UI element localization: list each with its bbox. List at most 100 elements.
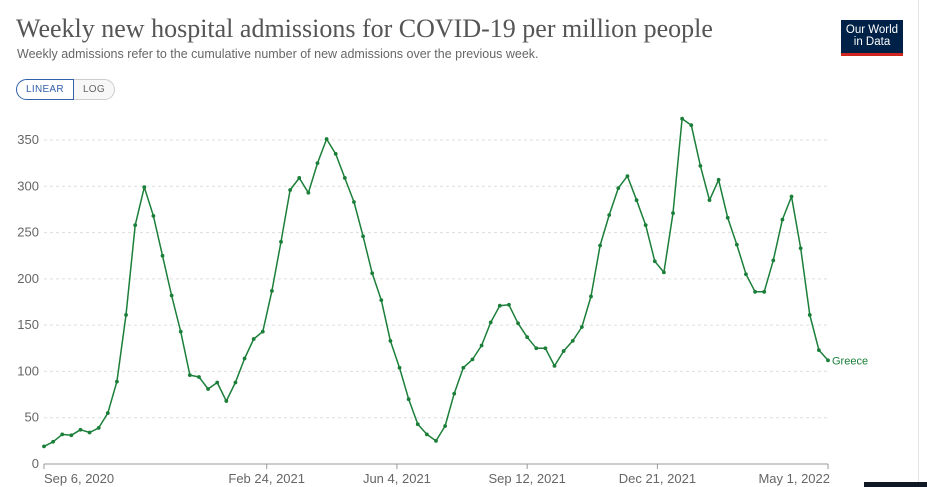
data-point — [142, 185, 147, 190]
data-point — [370, 271, 375, 276]
y-tick-label: 350 — [17, 132, 39, 147]
data-point — [443, 424, 448, 428]
data-point — [452, 391, 457, 396]
data-point — [96, 425, 101, 430]
x-tick-label: Sep 12, 2021 — [488, 471, 565, 486]
data-point — [507, 302, 511, 307]
data-point — [798, 246, 803, 251]
data-point — [461, 365, 466, 370]
x-tick-label: Sep 6, 2020 — [44, 471, 114, 486]
owid-logo[interactable]: Our World in Data — [841, 20, 903, 56]
data-point — [288, 188, 293, 192]
data-point — [689, 123, 694, 128]
linear-scale-button[interactable]: LINEAR — [16, 79, 74, 100]
data-point — [734, 242, 739, 247]
data-point — [279, 239, 283, 244]
data-point — [133, 223, 138, 228]
data-point — [397, 365, 402, 370]
data-point — [352, 200, 356, 204]
logo-line-1: Our World — [845, 24, 899, 36]
series-label-greece: Greece — [832, 355, 868, 367]
data-point — [716, 177, 721, 182]
data-point — [388, 338, 393, 343]
data-point — [60, 432, 65, 437]
data-point — [643, 223, 648, 228]
data-point — [115, 379, 119, 384]
data-point — [671, 211, 675, 216]
data-point — [616, 186, 621, 191]
data-point — [160, 253, 165, 258]
data-point — [479, 343, 484, 348]
data-point — [826, 358, 830, 363]
data-point — [324, 137, 329, 141]
data-point — [434, 438, 438, 443]
data-point — [333, 151, 338, 156]
data-point — [488, 320, 493, 325]
data-point — [78, 427, 83, 432]
y-tick-label: 300 — [17, 178, 39, 193]
data-point — [87, 430, 92, 435]
data-point — [187, 373, 192, 378]
y-tick-label: 100 — [17, 363, 39, 378]
data-point — [178, 329, 183, 334]
x-tick-label: Dec 21, 2021 — [619, 471, 696, 486]
data-point — [242, 356, 247, 361]
data-point — [169, 293, 174, 298]
data-point — [543, 346, 548, 351]
data-point — [762, 289, 767, 294]
data-point — [306, 190, 311, 195]
data-point — [771, 258, 776, 263]
data-point — [470, 357, 475, 362]
scale-toggle: LINEAR LOG — [16, 79, 115, 100]
data-point — [215, 380, 220, 385]
corner-bar — [864, 482, 927, 487]
data-point — [206, 387, 210, 391]
data-point — [516, 321, 520, 326]
data-point — [124, 313, 128, 317]
data-point — [260, 329, 265, 334]
data-point — [105, 411, 110, 415]
data-point — [534, 346, 539, 351]
data-point — [51, 439, 56, 444]
data-point — [698, 164, 703, 168]
y-axis: 0 50 100 150 200 250 300 350 — [17, 132, 39, 471]
x-axis: Sep 6, 2020 Feb 24, 2021 Jun 4, 2021 Sep 12… — [43, 463, 830, 486]
chart-title: Weekly new hospital admissions for COVID… — [16, 14, 713, 43]
x-tick-label: May 1, 2022 — [758, 471, 830, 486]
data-point — [789, 194, 794, 199]
data-point — [662, 270, 666, 275]
data-point — [497, 303, 502, 308]
data-point — [816, 348, 821, 353]
data-point — [744, 272, 748, 277]
data-point — [424, 432, 429, 437]
data-point — [579, 325, 584, 329]
data-point — [634, 198, 639, 203]
logo-line-2: in Data — [853, 36, 891, 48]
series-layer: Greece — [42, 116, 868, 449]
x-tick-label: Feb 24, 2021 — [228, 471, 305, 486]
data-point — [42, 444, 46, 449]
data-point — [753, 289, 757, 294]
data-point — [561, 349, 566, 353]
data-point — [807, 313, 812, 317]
data-point — [251, 337, 256, 341]
data-point — [270, 288, 274, 293]
data-point — [315, 161, 320, 166]
data-point — [652, 259, 657, 264]
data-point — [406, 397, 411, 402]
y-tick-label: 0 — [32, 456, 39, 471]
data-point — [297, 176, 302, 180]
data-point — [725, 215, 730, 220]
series-line — [43, 117, 829, 448]
data-point — [680, 116, 685, 121]
data-point — [361, 234, 365, 239]
data-point — [415, 422, 420, 427]
data-point — [342, 176, 347, 180]
data-point — [525, 335, 530, 340]
data-point — [151, 214, 156, 218]
data-point — [233, 380, 238, 385]
y-tick-label: 50 — [25, 410, 39, 425]
data-point — [552, 363, 557, 368]
